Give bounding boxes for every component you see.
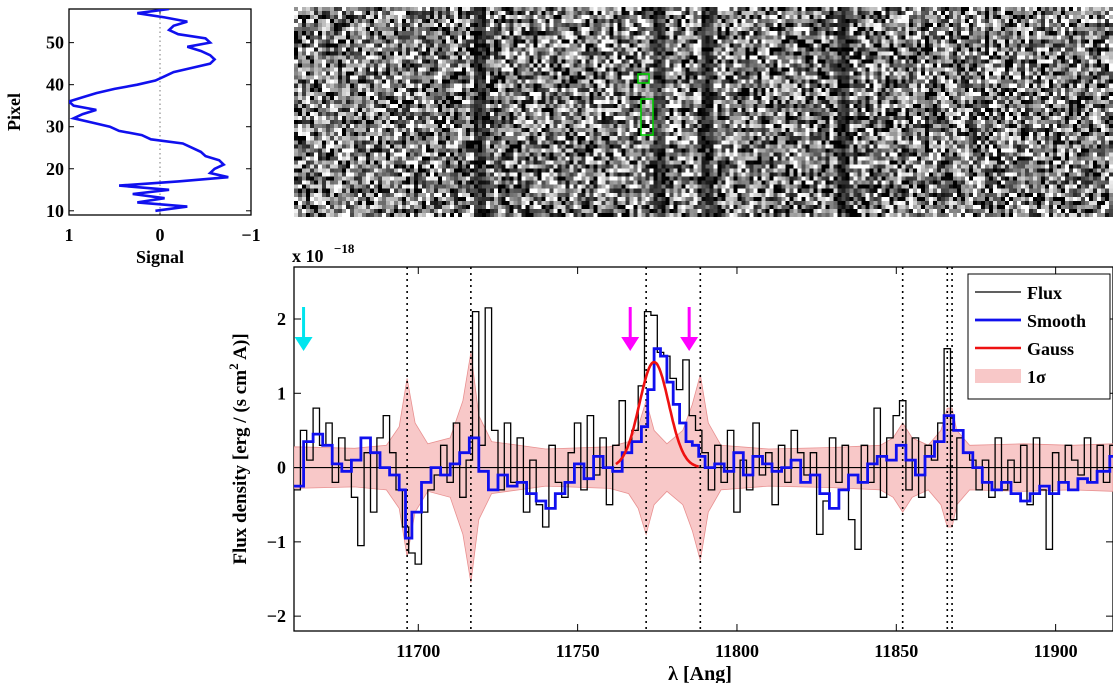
legend-smooth-label: Smooth xyxy=(1027,311,1086,331)
arrow-down-icon xyxy=(621,307,640,351)
legend: Flux Smooth Gauss 1σ xyxy=(967,273,1111,400)
profile-ytick-label: 20 xyxy=(46,159,64,179)
spectrum-2d-panel xyxy=(294,7,1113,217)
profile-ytick-label: 50 xyxy=(46,33,64,53)
profile-xlabel: Signal xyxy=(136,247,184,267)
exponent-power: −18 xyxy=(334,241,355,256)
profile-ytick-label: 30 xyxy=(46,117,64,137)
spectrum-xtick-label: 11900 xyxy=(1034,641,1078,661)
spectrum-xtick-label: 11750 xyxy=(556,641,600,661)
gauss-series-line xyxy=(615,360,699,468)
profile-xtick-label: 0 xyxy=(156,225,165,245)
spectrum-ytick-label: 0 xyxy=(277,458,286,478)
profile-axes-frame xyxy=(68,8,252,216)
arrow-down-icon xyxy=(680,307,699,351)
profile-series-line xyxy=(69,9,229,213)
legend-gauss-label: Gauss xyxy=(1027,339,1074,359)
extraction-box-small xyxy=(637,73,650,84)
spectrum-xtick-label: 11850 xyxy=(874,641,918,661)
spectrum-xtick-label: 11800 xyxy=(715,641,759,661)
extraction-box-large xyxy=(640,98,654,136)
spectrum-1d-panel: 11700 11750 11800 11850 11900 −2 −1 0 1 2 x 10 −1… xyxy=(226,241,1113,683)
profile-ytick-label: 40 xyxy=(46,75,64,95)
spectrum-ticks: 11700 11750 11800 11850 11900 −2 −1 0 1 2 xyxy=(267,267,1113,661)
profile-ylabel: Pixel xyxy=(4,93,24,131)
profile-xtick-label: −1 xyxy=(241,225,260,245)
flux-series-line xyxy=(294,307,1113,565)
ylabel-sup: 2 xyxy=(226,363,241,370)
spectrum-ytick-label: −1 xyxy=(267,532,286,552)
exponent-base: x 10 xyxy=(292,246,324,266)
legend-flux-label: Flux xyxy=(1027,283,1062,303)
legend-sigma-label: 1σ xyxy=(1027,367,1046,387)
spectrum-xlabel: λ [Ang] xyxy=(668,663,732,683)
legend-sigma-swatch xyxy=(975,369,1021,383)
spectrum-xtick-label: 11700 xyxy=(396,641,440,661)
ylabel-tail: A)] xyxy=(230,333,251,363)
smooth-series-line xyxy=(294,347,1113,540)
spectrum-ytick-label: −2 xyxy=(267,606,286,626)
sky-line-markers xyxy=(406,267,953,631)
profile-xtick-label: 1 xyxy=(65,225,74,245)
arrow-down-icon xyxy=(294,307,313,351)
spectrum-2d-image xyxy=(294,7,1113,217)
spectrum-ylabel: Flux density [erg / (s cm2 A)] xyxy=(226,333,251,564)
spectrum-ytick-label: 2 xyxy=(277,309,286,329)
profile-ytick-label: 10 xyxy=(46,201,64,221)
spectrum-ytick-label: 1 xyxy=(277,383,286,403)
ylabel-main: Flux density [erg / (s cm xyxy=(230,370,251,565)
